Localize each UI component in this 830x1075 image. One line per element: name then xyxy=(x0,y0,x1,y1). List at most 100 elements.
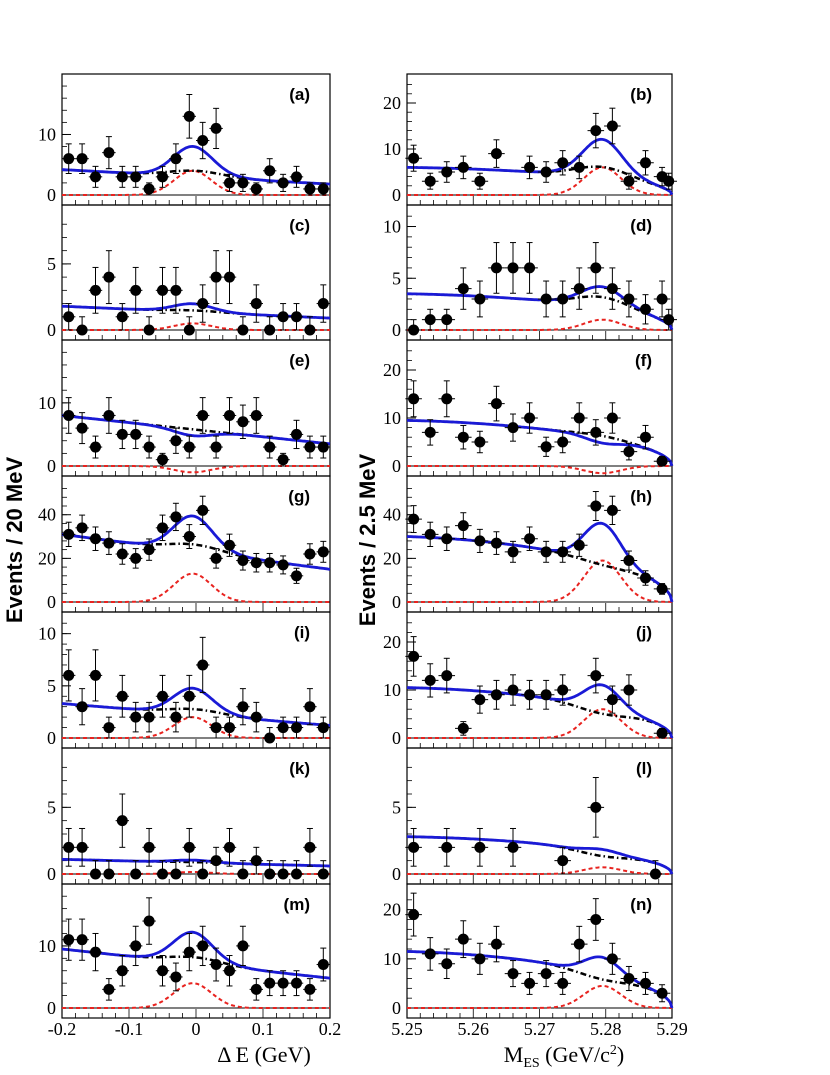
data-point xyxy=(441,958,453,970)
data-point xyxy=(424,948,436,960)
data-point xyxy=(317,546,329,558)
data-point xyxy=(130,940,142,952)
data-point xyxy=(157,690,168,702)
signal-curve xyxy=(407,984,672,1009)
data-point xyxy=(490,262,502,274)
data-point xyxy=(606,694,618,706)
data-point xyxy=(540,293,552,305)
data-point xyxy=(197,659,209,671)
data-point xyxy=(63,669,75,681)
data-point xyxy=(183,690,195,702)
data-point xyxy=(317,722,329,734)
x-tick-label: 0 xyxy=(192,1019,201,1039)
data-point xyxy=(663,175,675,187)
data-point xyxy=(424,175,436,187)
data-point xyxy=(291,868,302,880)
data-point xyxy=(143,544,155,556)
data-point xyxy=(277,559,289,571)
data-point xyxy=(457,520,469,532)
panel-n: 0 10 20 (n) xyxy=(383,883,674,1019)
data-point xyxy=(63,934,75,946)
data-point xyxy=(606,412,618,424)
data-point xyxy=(656,583,668,595)
panel-label: (n) xyxy=(630,895,652,914)
y-tick-label: 20 xyxy=(383,900,401,920)
panel-label: (d) xyxy=(630,216,652,235)
data-point xyxy=(224,722,235,734)
data-point xyxy=(408,393,420,405)
data-point xyxy=(197,298,209,310)
data-point xyxy=(90,441,101,453)
panel-label: (i) xyxy=(294,623,310,642)
y-tick-label: 0 xyxy=(392,592,401,612)
data-point xyxy=(557,684,569,696)
data-point xyxy=(76,841,88,853)
data-point xyxy=(63,841,75,853)
signal-curve xyxy=(407,708,672,739)
data-point xyxy=(143,841,155,853)
data-point xyxy=(590,426,602,438)
y-tick-label: 10 xyxy=(383,680,401,700)
data-point xyxy=(130,552,142,564)
data-point xyxy=(143,711,155,723)
data-point xyxy=(116,311,128,323)
panel-c: 0 5 (c) xyxy=(47,204,331,341)
panel-label: (g) xyxy=(288,487,310,506)
data-point xyxy=(424,528,436,540)
data-point xyxy=(103,537,115,549)
data-point xyxy=(237,868,249,880)
panel-label: (l) xyxy=(636,759,652,778)
data-point xyxy=(170,971,182,983)
data-point xyxy=(264,732,276,744)
data-point xyxy=(197,504,209,516)
y-tick-label: 10 xyxy=(38,936,56,956)
data-point xyxy=(143,441,155,453)
y-tick-label: 0 xyxy=(47,185,56,205)
data-point xyxy=(317,298,329,310)
data-point xyxy=(590,500,602,512)
y-tick-label: 5 xyxy=(47,254,56,274)
data-point xyxy=(237,701,249,713)
panel-label: (h) xyxy=(630,487,652,506)
y-tick-label: 10 xyxy=(383,217,401,237)
data-point xyxy=(237,177,249,189)
data-point xyxy=(304,183,316,195)
y-tick-label: 0 xyxy=(47,592,56,612)
signal-curve xyxy=(62,322,330,331)
data-point xyxy=(143,183,155,195)
data-point xyxy=(277,977,289,989)
y-tick-label: 40 xyxy=(383,505,401,525)
y-tick-label: 10 xyxy=(38,624,56,644)
data-point xyxy=(656,987,668,999)
data-point xyxy=(183,531,195,543)
data-point xyxy=(197,409,209,421)
y-tick-label: 5 xyxy=(47,797,56,817)
data-point xyxy=(656,293,668,305)
data-point xyxy=(250,855,262,867)
data-point xyxy=(540,689,552,701)
data-point xyxy=(490,148,502,160)
data-point xyxy=(304,983,316,995)
data-point xyxy=(157,171,168,183)
data-point xyxy=(507,968,519,980)
data-point xyxy=(130,711,142,723)
data-point xyxy=(76,522,88,534)
y-tick-label: 10 xyxy=(383,139,401,159)
data-point xyxy=(90,533,101,545)
data-point xyxy=(640,572,651,584)
data-point xyxy=(457,161,469,173)
data-point xyxy=(457,722,469,734)
data-point xyxy=(524,689,536,701)
data-point xyxy=(640,303,651,315)
total-fit-curve xyxy=(407,419,674,467)
data-point xyxy=(210,855,222,867)
data-point xyxy=(606,953,618,965)
panel-i: 0 5 10 (i) xyxy=(38,611,331,749)
data-point xyxy=(474,535,486,547)
x-tick-label: 5.29 xyxy=(656,1019,688,1039)
data-point xyxy=(573,283,585,295)
data-point xyxy=(457,431,469,443)
panel-f: 0 10 20 (f) xyxy=(383,339,674,477)
data-point xyxy=(507,546,519,558)
signal-curve xyxy=(407,866,672,875)
